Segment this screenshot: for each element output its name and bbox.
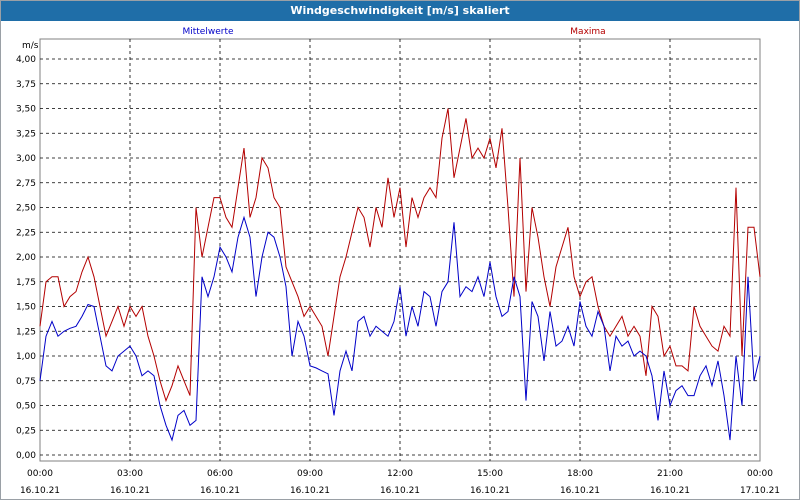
y-tick-label: 1,00 bbox=[16, 352, 36, 362]
y-tick-labels: 0,00 0,25 0,50 0,75 1,00 1,25 1,50 1,75 2,00 2,25… bbox=[16, 55, 36, 461]
x-tick-time: 03:00 bbox=[117, 469, 143, 479]
x-tick-time: 18:00 bbox=[567, 469, 593, 479]
y-tick-label: 4,00 bbox=[16, 55, 36, 65]
x-tick-date: 17.10.21 bbox=[740, 486, 780, 496]
x-tick-time: 12:00 bbox=[387, 469, 413, 479]
window-title: Windgeschwindigkeit [m/s] skaliert bbox=[1, 1, 799, 21]
legend-maxima: Maxima bbox=[570, 27, 605, 37]
y-tick-label: 0,25 bbox=[16, 426, 36, 436]
y-tick-label: 0,75 bbox=[16, 377, 36, 387]
y-tick-label: 2,75 bbox=[16, 179, 36, 189]
legend-mittelwerte: Mittelwerte bbox=[182, 27, 233, 37]
y-tick-label: 2,25 bbox=[16, 228, 36, 238]
x-tick-date: 16.10.21 bbox=[650, 486, 690, 496]
x-tick-date: 16.10.21 bbox=[470, 486, 510, 496]
y-tick-label: 0,00 bbox=[16, 451, 36, 461]
x-tick-date: 16.10.21 bbox=[380, 486, 420, 496]
y-tick-label: 2,50 bbox=[16, 204, 36, 214]
x-tick-date: 16.10.21 bbox=[560, 486, 600, 496]
y-tick-label: 3,25 bbox=[16, 129, 36, 139]
series-lines bbox=[39, 108, 761, 442]
x-tick-date: 16.10.21 bbox=[20, 486, 60, 496]
series-line-mittelwerte bbox=[39, 215, 761, 442]
x-tick-labels: 00:00 16.10.21 03:00 16.10.21 06:00 16.10.21 0… bbox=[20, 469, 780, 496]
y-tick-label: 1,75 bbox=[16, 278, 36, 288]
x-tick-date: 16.10.21 bbox=[290, 486, 330, 496]
x-tick-time: 15:00 bbox=[477, 469, 503, 479]
series-line-maxima bbox=[39, 108, 761, 403]
y-tick-label: 3,00 bbox=[16, 154, 36, 164]
y-tick-label: 0,50 bbox=[16, 402, 36, 412]
y-tick-label: 3,75 bbox=[16, 80, 36, 90]
y-tick-label: 1,25 bbox=[16, 327, 36, 337]
grid-lines bbox=[40, 39, 760, 461]
x-tick-date: 16.10.21 bbox=[110, 486, 150, 496]
y-axis-label: m/s bbox=[22, 41, 39, 51]
y-tick-label: 2,00 bbox=[16, 253, 36, 263]
x-tick-time: 06:00 bbox=[207, 469, 233, 479]
x-tick-time: 21:00 bbox=[657, 469, 683, 479]
y-tick-label: 3,50 bbox=[16, 105, 36, 115]
y-tick-label: 1,50 bbox=[16, 303, 36, 313]
x-tick-time: 00:00 bbox=[747, 469, 773, 479]
x-tick-time: 00:00 bbox=[27, 469, 53, 479]
x-tick-time: 09:00 bbox=[297, 469, 323, 479]
x-tick-date: 16.10.21 bbox=[200, 486, 240, 496]
